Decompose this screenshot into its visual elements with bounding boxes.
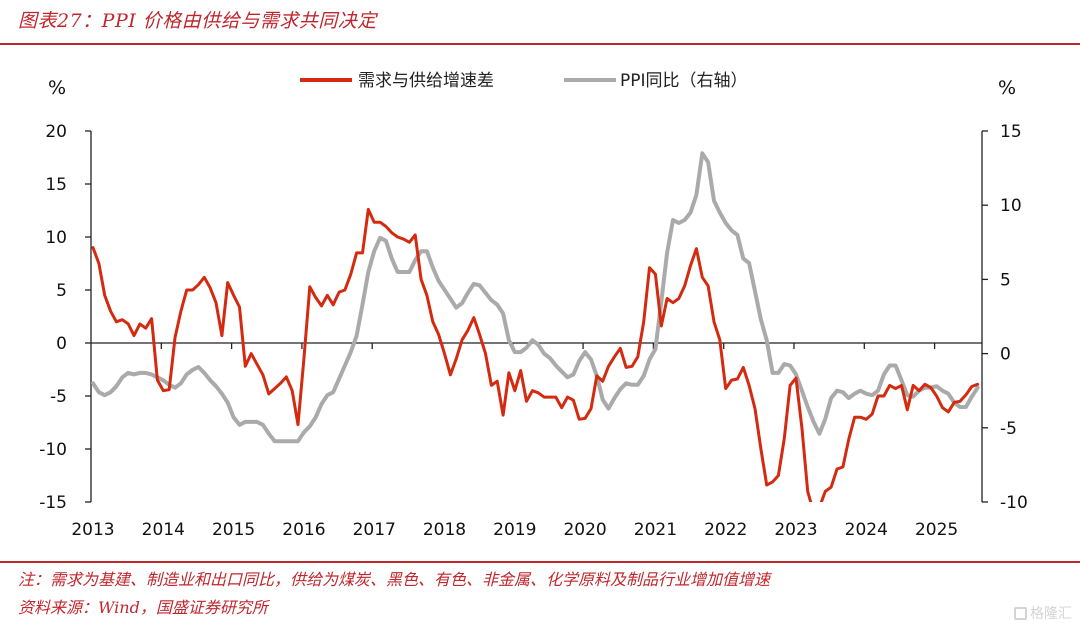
chart: 需求与供给增速差 PPI同比（右轴） % % 20151050-5-10-151…	[39, 71, 1028, 540]
right-tick-label: 0	[1000, 345, 1011, 365]
series-line-ppi	[91, 151, 980, 444]
left-tick-label: 15	[45, 175, 67, 195]
right-tick-label: 15	[1000, 122, 1022, 142]
legend-label-demand-supply: 需求与供给增速差	[358, 71, 494, 91]
right-tick-label: -5	[1000, 419, 1017, 439]
x-tick-label: 2020	[563, 520, 606, 540]
x-tick-label: 2025	[915, 520, 958, 540]
x-tick-label: 2021	[634, 520, 677, 540]
x-tick-label: 2019	[493, 520, 536, 540]
right-axis-unit: %	[998, 77, 1016, 99]
x-tick-label: 2016	[282, 520, 325, 540]
title-divider	[0, 43, 1080, 45]
left-axis-unit: %	[48, 77, 66, 99]
chart-title: 图表27：PPI 价格由供给与需求共同决定	[18, 10, 377, 32]
left-tick-label: 10	[45, 228, 67, 248]
watermark-text: 格隆汇	[1030, 606, 1072, 622]
footer-divider	[0, 561, 1080, 563]
x-tick-label: 2013	[71, 520, 114, 540]
right-tick-label: 5	[1000, 270, 1011, 290]
left-tick-label: -10	[39, 440, 67, 460]
legend-label-ppi: PPI同比（右轴）	[620, 71, 748, 91]
x-tick-label: 2014	[142, 520, 185, 540]
x-tick-label: 2017	[353, 520, 396, 540]
left-tick-label: -5	[50, 387, 67, 407]
watermark-logo-icon	[1014, 606, 1027, 620]
watermark: 格隆汇	[1014, 603, 1072, 623]
footnote: 注：需求为基建、制造业和出口同比，供给为煤炭、黑色、有色、非金属、化学原料及制品…	[18, 570, 771, 589]
left-tick-label: 20	[45, 122, 67, 142]
left-tick-label: -15	[39, 493, 67, 513]
legend: 需求与供给增速差 PPI同比（右轴）	[300, 71, 748, 91]
x-tick-label: 2015	[212, 520, 255, 540]
series-line-demand-supply	[91, 207, 980, 502]
source-note: 资料来源：Wind，国盛证券研究所	[18, 598, 268, 617]
x-tick-label: 2024	[845, 520, 888, 540]
series-layer	[91, 151, 980, 502]
x-tick-label: 2023	[774, 520, 817, 540]
x-tick-label: 2022	[704, 520, 747, 540]
x-tick-label: 2018	[423, 520, 466, 540]
right-tick-label: -10	[1000, 493, 1028, 513]
left-tick-label: 0	[56, 334, 67, 354]
left-tick-label: 5	[56, 281, 67, 301]
right-tick-label: 10	[1000, 196, 1022, 216]
